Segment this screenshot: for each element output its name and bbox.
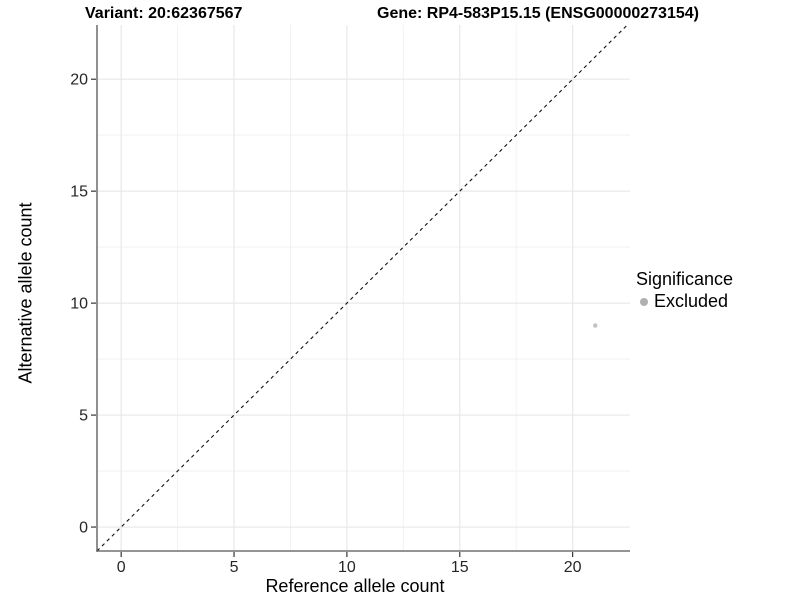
- y-axis-title: Alternative allele count: [15, 202, 36, 384]
- y-tick-label: 20: [70, 72, 88, 89]
- identity-dashed-line: [96, 24, 628, 552]
- x-tick-label: 5: [230, 559, 239, 576]
- excluded-point-icon: [640, 297, 648, 306]
- variant-title: Variant: 20:62367567: [85, 5, 243, 22]
- y-tick-label: 5: [79, 408, 88, 425]
- data-point: [593, 323, 598, 328]
- y-tick-label: 15: [70, 184, 88, 201]
- legend-item: Excluded: [636, 291, 733, 312]
- x-tick-label: 20: [564, 559, 582, 576]
- y-tick-label: 10: [70, 296, 88, 313]
- y-tick-label: 0: [79, 520, 88, 537]
- legend: Significance Excluded: [636, 268, 733, 312]
- legend-item-label: Excluded: [654, 291, 729, 311]
- x-tick-label: 15: [451, 559, 469, 576]
- x-axis-title: Reference allele count: [265, 576, 445, 596]
- gene-title: Gene: RP4-583P15.15 (ENSG00000273154): [377, 5, 699, 22]
- x-tick-label: 10: [338, 559, 356, 576]
- legend-title: Significance: [636, 269, 734, 289]
- x-tick-label: 0: [117, 559, 126, 576]
